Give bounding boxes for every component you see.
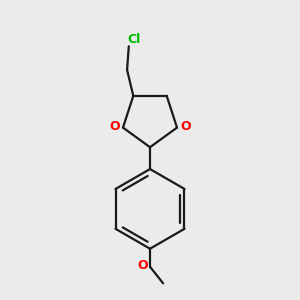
Text: O: O [137, 259, 148, 272]
Text: Cl: Cl [127, 33, 140, 46]
Text: O: O [110, 120, 120, 134]
Text: O: O [180, 120, 190, 134]
